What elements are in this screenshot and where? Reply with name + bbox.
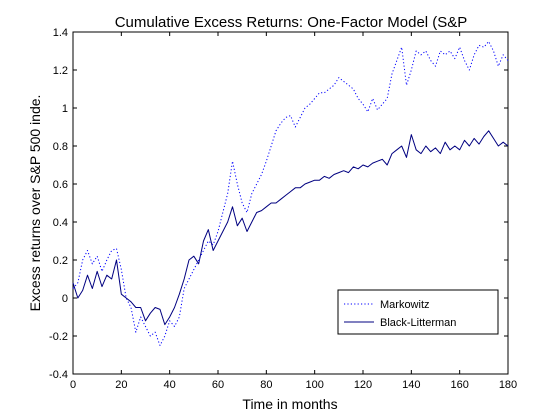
series-line-black-litterman: [72, 130, 509, 326]
plot-area: 0 20 40 60 80 100 120 140 160 180 -0.4 -0.2 0 0.2 0.4 0…: [49, 27, 517, 391]
x-tick-label: 40: [164, 379, 176, 391]
series-line-markowitz: [72, 41, 509, 346]
x-tick-label: 180: [499, 379, 517, 391]
legend-box: [337, 289, 499, 335]
y-tick-label: -0.2: [49, 331, 68, 343]
chart-title: Cumulative Excess Returns: One-Factor Mo…: [115, 14, 468, 31]
x-tick-label: 20: [115, 379, 127, 391]
y-tick-label: 1.2: [53, 65, 68, 77]
y-tick-label: 0.6: [53, 179, 68, 191]
x-tick-label: 100: [305, 379, 323, 391]
y-axis-title: Excess returns over S&P 500 inde.: [27, 95, 43, 312]
x-tick-label: 140: [402, 379, 420, 391]
x-axis-title: Time in months: [242, 396, 337, 412]
y-tick-label: 0.4: [53, 217, 68, 229]
legend-label: Markowitz: [380, 299, 430, 311]
x-tick-label: 0: [70, 379, 76, 391]
y-tick-label: 1.4: [53, 27, 68, 39]
legend-label: Black-Litterman: [380, 317, 456, 329]
y-tick-label: 0: [62, 293, 68, 305]
x-tick-label: 120: [354, 379, 372, 391]
x-tick-label: 60: [212, 379, 224, 391]
x-tick-label: 80: [260, 379, 272, 391]
y-tick-label: 1: [62, 103, 68, 115]
x-tick-label: 160: [450, 379, 468, 391]
y-tick-label: 0.8: [53, 141, 68, 153]
y-tick-label: -0.4: [49, 369, 68, 381]
y-tick-label: 0.2: [53, 255, 68, 267]
